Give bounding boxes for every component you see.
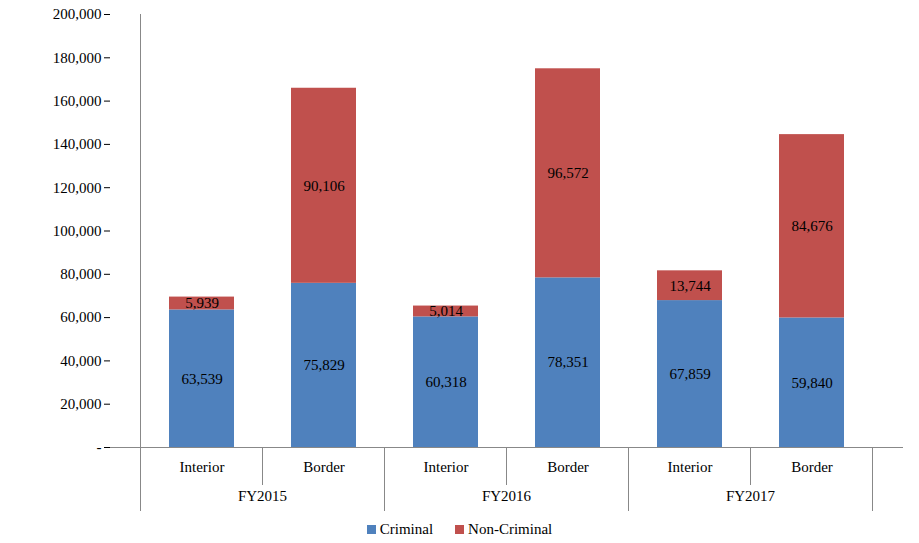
svg-text:Border: Border [303,459,345,475]
svg-text:13,744: 13,744 [669,278,711,294]
svg-text:5,014: 5,014 [429,303,463,319]
svg-text:FY2016: FY2016 [482,488,532,504]
svg-text:160,000: 160,000 [53,93,102,109]
svg-text:200,000: 200,000 [53,6,102,22]
svg-text:84,676: 84,676 [791,218,833,234]
svg-text:40,000: 40,000 [60,353,101,369]
svg-text:78,351: 78,351 [547,354,588,370]
svg-text:96,572: 96,572 [547,165,588,181]
svg-text:67,859: 67,859 [669,366,710,382]
svg-text:140,000: 140,000 [53,136,102,152]
svg-text:75,829: 75,829 [303,357,344,373]
svg-text:59,840: 59,840 [791,375,832,391]
svg-text:100,000: 100,000 [53,223,102,239]
svg-text:Border: Border [547,459,589,475]
svg-text:Interior: Interior [424,459,469,475]
svg-text:80,000: 80,000 [60,266,101,282]
svg-text:FY2017: FY2017 [726,488,776,504]
svg-text:Interior: Interior [668,459,713,475]
svg-text:60,318: 60,318 [425,374,466,390]
svg-text:180,000: 180,000 [53,50,102,66]
svg-text:90,106: 90,106 [303,178,345,194]
svg-text:-: - [97,439,102,455]
html-text:Criminal: Criminal [379,520,434,537]
svg-text:120,000: 120,000 [53,180,102,196]
svg-text:20,000: 20,000 [60,396,101,412]
svg-text:Interior: Interior [180,459,225,475]
svg-text:5,939: 5,939 [185,295,219,311]
svg-text:Border: Border [791,459,833,475]
svg-text:FY2015: FY2015 [238,488,287,504]
svg-text:63,539: 63,539 [181,371,222,387]
html-text:Non-Criminal: Non-Criminal [468,520,553,537]
svg-text:60,000: 60,000 [60,309,101,325]
